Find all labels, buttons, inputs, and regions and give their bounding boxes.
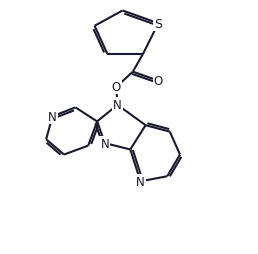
Text: N: N — [136, 175, 145, 188]
Text: O: O — [112, 81, 121, 94]
Text: N: N — [48, 110, 57, 123]
Text: N: N — [100, 137, 109, 150]
Text: S: S — [154, 18, 162, 30]
Text: O: O — [154, 75, 163, 88]
Text: N: N — [113, 99, 122, 112]
